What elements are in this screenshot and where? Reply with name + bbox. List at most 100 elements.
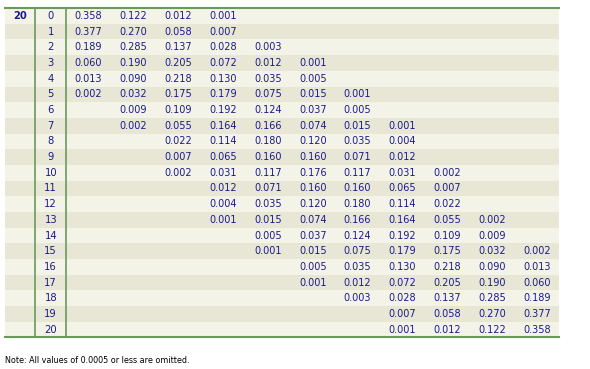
Bar: [156, 165, 201, 181]
Text: 0.075: 0.075: [254, 89, 282, 99]
Bar: [201, 39, 245, 55]
Bar: [425, 290, 470, 306]
Bar: [111, 181, 156, 196]
Bar: [66, 71, 111, 87]
Bar: [380, 290, 425, 306]
Text: 0.160: 0.160: [254, 152, 281, 162]
Bar: [111, 228, 156, 244]
Text: 0.377: 0.377: [74, 27, 103, 37]
Bar: [111, 87, 156, 102]
Bar: [335, 134, 380, 149]
Text: 0.001: 0.001: [389, 121, 416, 131]
Text: 0.001: 0.001: [254, 246, 281, 256]
Text: 8: 8: [48, 137, 54, 146]
Text: 0.060: 0.060: [75, 58, 102, 68]
Bar: [66, 196, 111, 212]
Bar: [470, 102, 514, 118]
Bar: [156, 55, 201, 71]
Bar: [5, 212, 35, 228]
Text: 0.002: 0.002: [165, 168, 192, 178]
Text: 0.285: 0.285: [119, 42, 148, 52]
Text: 0.120: 0.120: [299, 137, 326, 146]
Bar: [514, 165, 559, 181]
Bar: [514, 322, 559, 338]
Bar: [514, 39, 559, 55]
Bar: [380, 118, 425, 134]
Text: 0.001: 0.001: [299, 58, 326, 68]
Bar: [5, 244, 35, 259]
Bar: [35, 118, 66, 134]
Text: 0.037: 0.037: [299, 231, 326, 241]
Text: 3: 3: [48, 58, 54, 68]
Bar: [514, 118, 559, 134]
Text: 0.032: 0.032: [478, 246, 506, 256]
Text: 15: 15: [44, 246, 57, 256]
Text: 0.035: 0.035: [344, 137, 371, 146]
Bar: [35, 102, 66, 118]
Bar: [66, 165, 111, 181]
Bar: [5, 71, 35, 87]
Bar: [514, 102, 559, 118]
Text: 0.007: 0.007: [165, 152, 192, 162]
Bar: [335, 165, 380, 181]
Text: 0.192: 0.192: [389, 231, 416, 241]
Text: 0.013: 0.013: [75, 74, 102, 84]
Text: 0.060: 0.060: [523, 277, 550, 287]
Bar: [245, 306, 290, 322]
Bar: [380, 244, 425, 259]
Bar: [201, 149, 245, 165]
Bar: [156, 196, 201, 212]
Bar: [514, 181, 559, 196]
Bar: [5, 102, 35, 118]
Bar: [156, 212, 201, 228]
Bar: [156, 102, 201, 118]
Text: 0.120: 0.120: [299, 199, 326, 209]
Bar: [5, 39, 35, 55]
Bar: [201, 322, 245, 338]
Bar: [514, 259, 559, 275]
Bar: [66, 244, 111, 259]
Bar: [470, 275, 514, 290]
Text: 0.007: 0.007: [389, 309, 416, 319]
Bar: [66, 55, 111, 71]
Bar: [201, 55, 245, 71]
Text: 19: 19: [44, 309, 57, 319]
Bar: [66, 275, 111, 290]
Text: 0.090: 0.090: [478, 262, 506, 272]
Text: 0: 0: [48, 11, 54, 21]
Bar: [66, 322, 111, 338]
Bar: [290, 196, 335, 212]
Text: 0.166: 0.166: [254, 121, 281, 131]
Bar: [335, 102, 380, 118]
Bar: [425, 134, 470, 149]
Bar: [201, 118, 245, 134]
Text: 20: 20: [44, 325, 57, 335]
Bar: [245, 102, 290, 118]
Text: 0.012: 0.012: [165, 11, 192, 21]
Bar: [290, 102, 335, 118]
Bar: [156, 244, 201, 259]
Bar: [111, 134, 156, 149]
Text: 0.090: 0.090: [120, 74, 147, 84]
Bar: [66, 181, 111, 196]
Text: 0.058: 0.058: [165, 27, 192, 37]
Bar: [514, 228, 559, 244]
Text: 20: 20: [13, 11, 27, 21]
Bar: [335, 8, 380, 24]
Bar: [425, 149, 470, 165]
Text: 0.001: 0.001: [299, 277, 326, 287]
Bar: [470, 290, 514, 306]
Bar: [35, 306, 66, 322]
Text: 0.012: 0.012: [434, 325, 461, 335]
Bar: [35, 259, 66, 275]
Text: 0.190: 0.190: [478, 277, 506, 287]
Bar: [335, 118, 380, 134]
Text: 17: 17: [44, 277, 57, 287]
Bar: [5, 275, 35, 290]
Text: 0.028: 0.028: [389, 293, 416, 303]
Bar: [514, 290, 559, 306]
Bar: [66, 87, 111, 102]
Bar: [245, 55, 290, 71]
Text: 0.031: 0.031: [389, 168, 416, 178]
Bar: [66, 290, 111, 306]
